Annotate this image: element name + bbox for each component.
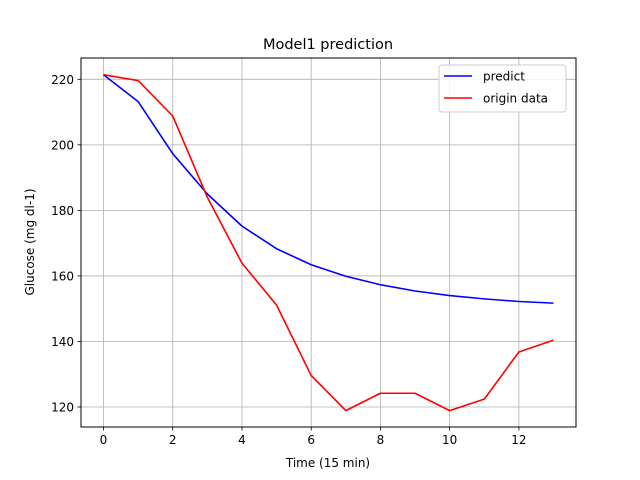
legend-label: origin data [483, 92, 548, 106]
y-axis-label: Glucose (mg dl-1) [23, 188, 37, 295]
x-tick-label: 6 [307, 433, 315, 447]
series-line-origin-data [103, 73, 554, 412]
grid [81, 58, 576, 427]
series-line-predict [103, 74, 554, 304]
x-tick-label: 8 [377, 433, 385, 447]
legend: predict origin data [438, 64, 567, 113]
x-axis-label: Time (15 min) [285, 456, 370, 470]
x-tick-label: 2 [169, 433, 177, 447]
chart-title: Model1 prediction [263, 37, 393, 53]
x-tick-label: 10 [442, 433, 457, 447]
y-tick-label: 180 [51, 204, 74, 218]
y-tick-label: 120 [51, 401, 74, 415]
legend-label: predict [483, 70, 525, 84]
y-tick-label: 140 [51, 335, 74, 349]
y-tick-label: 220 [51, 73, 74, 87]
series-lines [103, 73, 554, 412]
x-tick-label: 12 [511, 433, 526, 447]
x-tick-label: 0 [100, 433, 108, 447]
x-tick-label: 4 [238, 433, 246, 447]
plot-frame [80, 57, 577, 428]
x-axis-ticks: 0 2 4 6 8 10 12 [100, 427, 527, 447]
y-axis-ticks: 120 140 160 180 200 220 [51, 73, 81, 415]
y-tick-label: 160 [51, 269, 74, 283]
y-tick-label: 200 [51, 138, 74, 152]
